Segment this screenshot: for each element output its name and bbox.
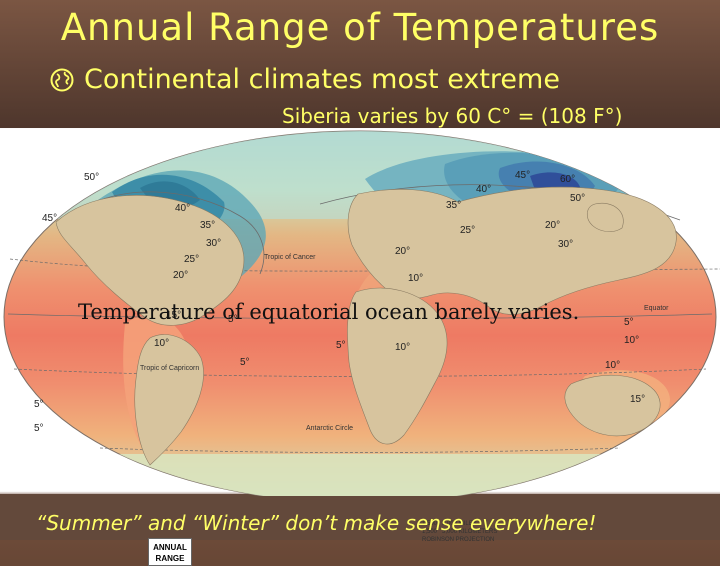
scale-miles-row: 1,500 3,000 MILES (422, 520, 542, 528)
equatorial-ocean-note: Temperature of equatorial ocean barely v… (78, 300, 580, 324)
svg-text:5°: 5° (228, 314, 238, 325)
bullet-point: Continental climates most extreme (50, 64, 690, 95)
slide-title: Annual Range of Temperatures (60, 6, 660, 49)
scale-value-2: 3,000 MILES (442, 521, 477, 527)
antarctic-circle-label: Antarctic Circle (306, 425, 353, 432)
svg-text:40°: 40° (476, 184, 491, 195)
equator-label: Equator (644, 305, 669, 312)
svg-text:20°: 20° (173, 270, 188, 281)
svg-text:10°: 10° (395, 342, 410, 353)
scale-value-4: 3,000 KILOMETERS (442, 529, 498, 535)
bullet-text: Continental climates most extreme (84, 64, 560, 95)
map-legend-box: ANNUAL RANGE (148, 538, 192, 566)
svg-text:5°: 5° (34, 399, 44, 410)
svg-text:30°: 30° (558, 239, 573, 250)
subpoint-text: Siberia varies by 60 C° = (108 F°) (282, 104, 623, 128)
globe-icon (50, 68, 74, 92)
map-svg: 45° 50° 40° 35° 30° 25° 20° 15° 10° 5° 20° 10° 3… (3, 130, 720, 504)
svg-text:45°: 45° (42, 213, 57, 224)
svg-text:10°: 10° (624, 335, 639, 346)
tropic-of-cancer-label: Tropic of Cancer (264, 254, 316, 261)
svg-text:20°: 20° (545, 220, 560, 231)
svg-text:5°: 5° (34, 423, 44, 434)
svg-text:25°: 25° (460, 225, 475, 236)
tropic-of-capricorn-label: Tropic of Capricorn (140, 365, 199, 372)
svg-text:10°: 10° (605, 360, 620, 371)
svg-text:45°: 45° (515, 170, 530, 181)
footer-quote: “Summer” and “Winter” don’t make sense e… (36, 511, 597, 535)
svg-text:5°: 5° (240, 357, 250, 368)
svg-text:20°: 20° (395, 246, 410, 257)
scale-value-1: 1,500 (422, 521, 438, 527)
svg-text:40°: 40° (175, 203, 190, 214)
svg-text:50°: 50° (84, 172, 99, 183)
svg-text:30°: 30° (206, 238, 221, 249)
svg-text:35°: 35° (446, 200, 461, 211)
svg-text:25°: 25° (184, 254, 199, 265)
svg-text:15°: 15° (166, 310, 181, 321)
scale-value-3: 1,500 (422, 529, 438, 535)
svg-text:5°: 5° (336, 340, 346, 351)
scale-km-row: 1,500 3,000 KILOMETERS (422, 528, 542, 536)
svg-text:15°: 15° (630, 394, 645, 405)
svg-text:5°: 5° (624, 317, 634, 328)
svg-text:50°: 50° (570, 193, 585, 204)
svg-text:10°: 10° (408, 273, 423, 284)
svg-text:60°: 60° (560, 174, 575, 185)
svg-text:10°: 10° (154, 338, 169, 349)
svg-text:35°: 35° (200, 220, 215, 231)
